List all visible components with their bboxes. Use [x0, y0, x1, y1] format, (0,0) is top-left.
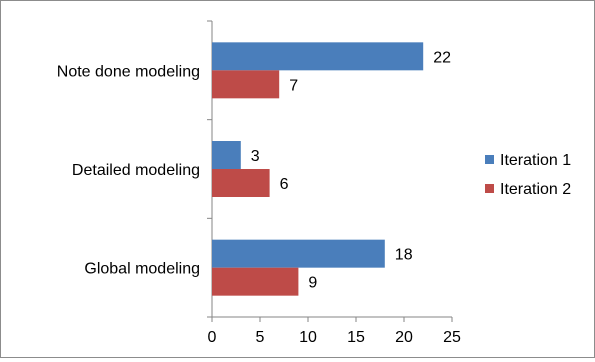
category-label: Global modeling [84, 261, 200, 278]
bar [212, 42, 424, 71]
axes: 0 5 10 15 20 25 [207, 20, 461, 346]
x-tick-label: 0 [208, 329, 217, 346]
x-tick-label: 5 [256, 329, 265, 346]
data-label: 3 [251, 148, 260, 165]
data-label: 7 [289, 77, 298, 94]
data-label: 9 [308, 275, 317, 292]
category-label: Note done modeling [57, 63, 200, 80]
bar [212, 239, 385, 268]
data-label: 18 [395, 247, 413, 264]
legend-swatch [485, 184, 494, 193]
x-tick-label: 10 [299, 329, 317, 346]
bar [212, 169, 270, 197]
data-label: 22 [433, 49, 451, 66]
x-tick-label: 25 [443, 329, 461, 346]
labels: Global modeling 18 9 Detailed modeling 3 6 Not… [57, 49, 451, 291]
legend-label: Iteration 2 [500, 181, 571, 198]
bar [212, 141, 241, 169]
legend-swatch [485, 155, 494, 164]
category-label: Detailed modeling [72, 162, 200, 179]
bar [212, 267, 299, 296]
bars [212, 42, 424, 296]
legend: Iteration 1 Iteration 2 [485, 152, 571, 198]
x-tick-label: 15 [347, 329, 365, 346]
legend-label: Iteration 1 [500, 152, 571, 169]
data-label: 6 [280, 176, 289, 193]
bar [212, 70, 280, 99]
x-tick-label: 20 [395, 329, 413, 346]
